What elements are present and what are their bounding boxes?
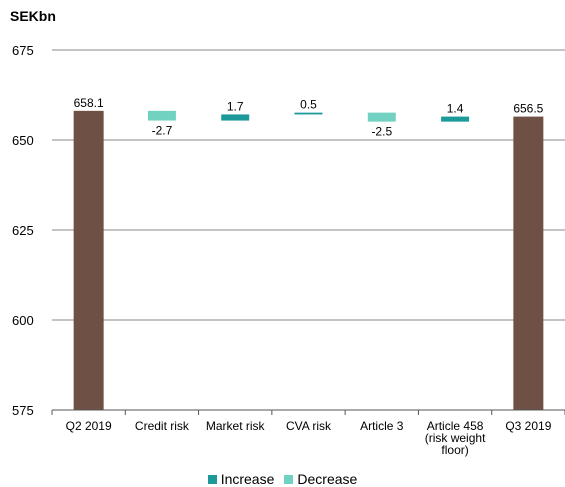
data-label: -2.7: [152, 124, 173, 138]
x-axis-ticks: Q2 2019 Credit risk Market risk CVA risk Art…: [51, 409, 565, 457]
bar-decrease: [367, 112, 396, 122]
bar-decrease: [147, 110, 176, 121]
x-tick-label: Q2 2019: [66, 419, 112, 433]
y-axis-unit-label: SEKbn: [10, 8, 56, 24]
x-tick-label: Q3 2019: [505, 419, 551, 433]
bar-increase: [294, 112, 323, 115]
data-label: 1.4: [447, 102, 464, 116]
data-label: -2.5: [371, 125, 392, 139]
x-tick-label: CVA risk: [286, 419, 332, 433]
data-label: 0.5: [300, 98, 317, 112]
legend-label-increase: Increase: [220, 471, 275, 487]
y-tick-label: 675: [12, 43, 34, 58]
x-tick-label: (risk weight: [425, 431, 486, 445]
x-tick-label: Article 458: [427, 419, 484, 433]
bar-total: [513, 116, 544, 410]
legend-swatch-increase: [207, 474, 217, 484]
y-tick-label: 625: [12, 223, 34, 238]
y-tick-label: 575: [12, 403, 34, 418]
bar-increase: [441, 116, 470, 122]
legend-item-decrease: Decrease: [284, 471, 357, 487]
y-tick-label: 600: [12, 313, 34, 328]
data-label: 1.7: [227, 99, 244, 113]
bars: 658.1 -2.7 1.7 0.5 -2.5 1.4 656.5: [74, 96, 544, 410]
data-label: 658.1: [74, 96, 104, 110]
legend-swatch-decrease: [284, 474, 294, 484]
data-label: 656.5: [513, 102, 543, 116]
bar-total: [73, 110, 104, 410]
x-tick-label: Market risk: [206, 419, 266, 433]
legend-label-decrease: Decrease: [297, 471, 358, 487]
legend: Increase Decrease: [0, 471, 565, 487]
x-tick-label: floor): [441, 443, 468, 457]
x-tick-label: Article 3: [360, 419, 404, 433]
bar-increase: [221, 114, 250, 121]
y-axis-ticks: 575 600 625 650 675: [12, 43, 34, 418]
legend-item-increase: Increase: [207, 471, 275, 487]
y-tick-label: 650: [12, 133, 34, 148]
x-tick-label: Credit risk: [135, 419, 190, 433]
